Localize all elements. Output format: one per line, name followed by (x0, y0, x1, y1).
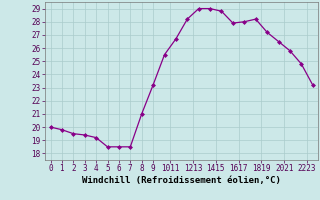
X-axis label: Windchill (Refroidissement éolien,°C): Windchill (Refroidissement éolien,°C) (82, 176, 281, 185)
